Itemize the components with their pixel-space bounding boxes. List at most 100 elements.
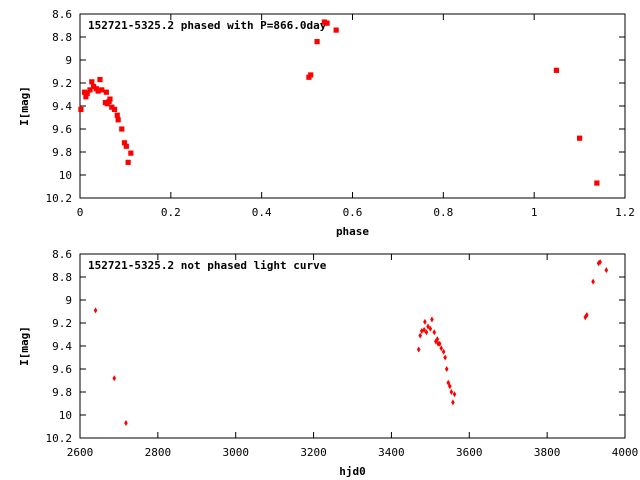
data-point: [591, 278, 595, 285]
y-tick-label: 8.8: [52, 31, 72, 44]
x-tick-label: 2800: [145, 446, 172, 459]
chart-title: 152721-5325.2 not phased light curve: [88, 259, 327, 272]
data-point: [89, 79, 95, 85]
data-point: [451, 399, 455, 406]
data-point: [83, 94, 89, 100]
y-tick-label: 10: [59, 409, 72, 422]
data-point: [124, 420, 128, 427]
y-tick-label: 9.4: [52, 100, 72, 113]
data-point: [121, 140, 128, 146]
data-point: [434, 338, 438, 345]
data-point: [112, 375, 117, 382]
data-point: [441, 348, 446, 355]
data-point: [95, 88, 101, 94]
data-point: [314, 39, 320, 45]
data-point: [452, 391, 457, 398]
data-point: [111, 106, 118, 113]
y-tick-label: 9.2: [52, 77, 72, 90]
data-point: [416, 346, 421, 353]
data-point: [97, 76, 103, 83]
x-tick-label: 1.2: [615, 206, 635, 219]
x-tick-label: 0: [77, 206, 84, 219]
data-point: [99, 87, 105, 93]
x-axis-label: phase: [336, 225, 369, 238]
x-tick-label: 0.6: [343, 206, 363, 219]
data-point: [432, 329, 437, 336]
y-tick-label: 9.6: [52, 123, 72, 136]
x-tick-label: 3800: [534, 446, 561, 459]
data-point: [576, 135, 583, 141]
data-point: [446, 379, 451, 386]
chart-panel-2: 2600 2800 3000 3200 3400 3600 3800 4000 8.6 8.8 9 9…: [18, 248, 638, 478]
x-tick-label: 3400: [378, 446, 405, 459]
data-point: [426, 323, 430, 330]
x-axis-label: hjd0: [339, 465, 366, 478]
data-point: [423, 318, 427, 325]
data-point: [443, 354, 447, 361]
y-tick-label: 8.8: [52, 271, 72, 284]
x-tick-label: 2600: [67, 446, 94, 459]
y-tick-label: 9: [65, 294, 72, 307]
data-point: [428, 325, 433, 332]
data-point: [585, 311, 589, 318]
x-tick-label: 3000: [222, 446, 249, 459]
y-tick-label: 9.2: [52, 317, 72, 330]
data-point: [598, 259, 602, 266]
data-point: [87, 87, 93, 93]
data-point: [435, 336, 440, 343]
data-point: [439, 345, 444, 352]
data-point: [84, 90, 90, 96]
data-point: [91, 83, 97, 90]
chart-title: 152721-5325.2 phased with P=866.0day: [88, 19, 327, 32]
data-point: [107, 96, 113, 102]
data-point: [78, 106, 84, 113]
data-point: [93, 307, 98, 314]
x-tick-label: 0.2: [161, 206, 181, 219]
plot-frame: [79, 13, 626, 199]
data-point: [604, 267, 609, 274]
y-axis-label: I[mag]: [18, 326, 31, 366]
y-tick-label: 10.2: [46, 432, 73, 445]
data-point: [594, 180, 600, 186]
x-tick-label: 0.4: [252, 206, 272, 219]
data-point: [553, 67, 560, 73]
x-tick-label: 3200: [300, 446, 327, 459]
plot-frame: [79, 253, 626, 439]
y-tick-label: 8.6: [52, 8, 72, 21]
data-point: [430, 316, 434, 323]
data-point: [449, 389, 454, 395]
x-tick-label: 3600: [456, 446, 483, 459]
y-tick-label: 9.6: [52, 363, 72, 376]
data-point: [583, 314, 588, 321]
data-point: [125, 159, 131, 165]
y-tick-label: 9.8: [52, 146, 72, 159]
data-point: [418, 332, 423, 339]
data-point: [308, 72, 314, 78]
data-point: [114, 112, 120, 118]
data-point: [123, 143, 129, 149]
data-point: [419, 328, 424, 335]
data-point: [437, 340, 442, 347]
data-point: [128, 150, 134, 156]
y-tick-label: 9.8: [52, 386, 72, 399]
data-point: [333, 27, 339, 33]
chart-panel-1: 0 0.2 0.4 0.6 0.8 1 1.2 8.6 8.8 9 9.2 9.4 9.6 9.8 10 10…: [18, 8, 635, 238]
y-tick-label: 10: [59, 169, 72, 182]
data-point: [596, 260, 601, 267]
y-tick-label: 10.2: [46, 192, 73, 205]
x-tick-label: 4000: [612, 446, 639, 459]
data-point: [448, 383, 452, 390]
data-point: [119, 126, 125, 132]
data-point: [324, 20, 330, 26]
y-tick-label: 9: [65, 54, 72, 67]
data-point: [321, 19, 327, 25]
y-tick-label: 9.4: [52, 340, 72, 353]
x-tick-label: 0.8: [433, 206, 453, 219]
data-point: [81, 89, 88, 95]
data-point: [109, 104, 115, 110]
data-point: [444, 366, 449, 372]
data-point: [103, 89, 109, 95]
data-point: [115, 117, 121, 123]
data-point: [424, 329, 429, 336]
